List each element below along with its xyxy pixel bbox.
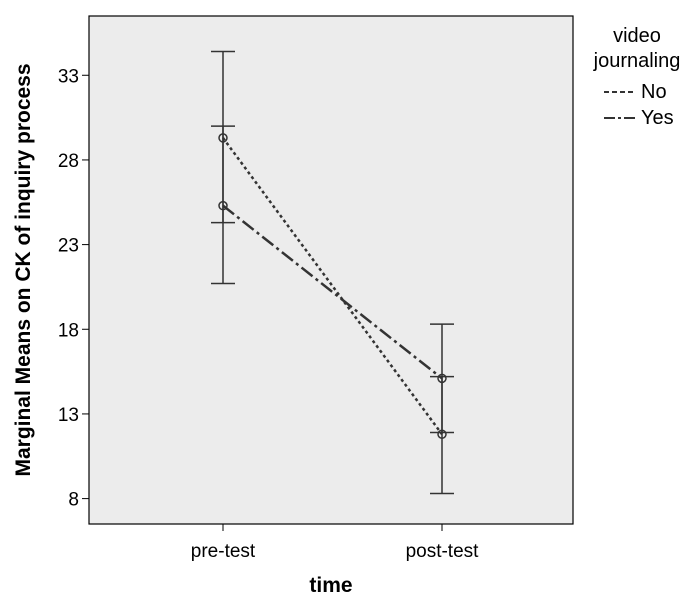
legend-label-no: No bbox=[641, 81, 667, 103]
point-yes-1 bbox=[437, 373, 447, 384]
series-layer bbox=[211, 50, 454, 495]
series-line-no bbox=[221, 137, 444, 435]
y-tick-label-13: 13 bbox=[58, 405, 79, 426]
series-yes bbox=[211, 125, 454, 434]
y-tick-label-28: 28 bbox=[58, 151, 79, 172]
legend-title-line1: video bbox=[613, 25, 661, 47]
y-tick-label-23: 23 bbox=[58, 236, 79, 257]
legend-label-yes: Yes bbox=[641, 107, 674, 129]
x-axis-title: time bbox=[309, 574, 352, 597]
y-axis: 8 13 18 23 28 33 bbox=[58, 66, 89, 511]
x-tick-label-post-test: post-test bbox=[406, 541, 480, 562]
legend: video journaling No Yes bbox=[593, 25, 681, 129]
y-tick-label-33: 33 bbox=[58, 66, 79, 87]
point-yes-0 bbox=[218, 200, 228, 211]
y-tick-label-8: 8 bbox=[68, 490, 79, 511]
legend-items: No Yes bbox=[604, 81, 674, 129]
x-axis: pre-test post-test bbox=[191, 524, 479, 562]
y-tick-label-18: 18 bbox=[58, 320, 79, 341]
series-line-yes bbox=[222, 204, 443, 380]
x-tick-label-pre-test: pre-test bbox=[191, 541, 256, 562]
legend-title-line2: journaling bbox=[593, 50, 681, 72]
y-axis-title: Marginal Means on CK of inquiry process bbox=[12, 63, 35, 476]
plot-area bbox=[88, 15, 574, 525]
